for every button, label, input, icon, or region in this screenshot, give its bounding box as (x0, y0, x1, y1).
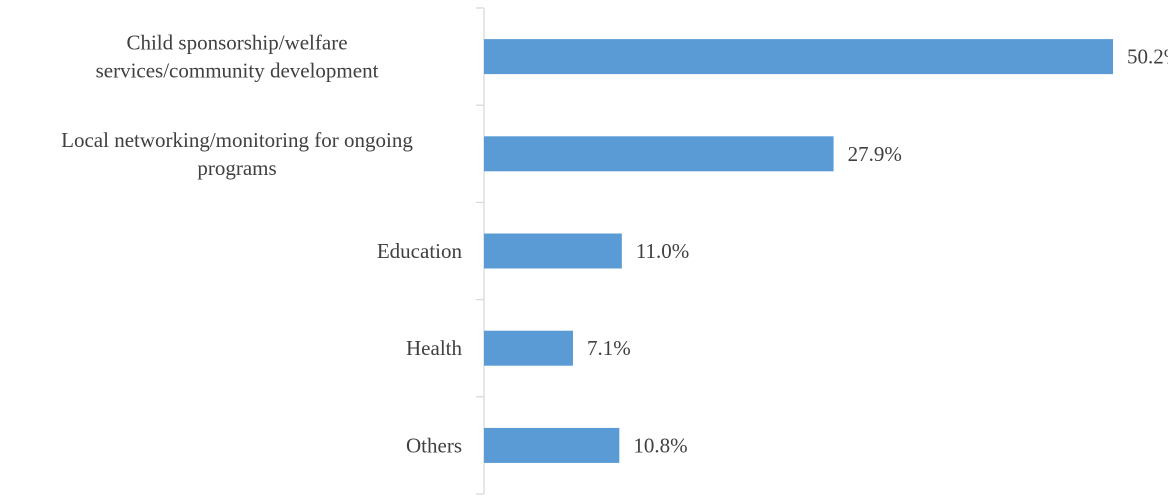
category-label: Local networking/monitoring for ongoing (61, 128, 413, 152)
data-label: 11.0% (636, 239, 689, 263)
data-label: 7.1% (587, 336, 631, 360)
category-label: Education (377, 239, 463, 263)
category-label: Health (406, 336, 462, 360)
category-label: programs (197, 156, 276, 180)
data-label: 27.9% (848, 142, 902, 166)
bar (484, 233, 622, 269)
data-label: 10.8% (633, 433, 687, 457)
category-label: services/community development (96, 59, 379, 83)
data-label: 50.2% (1127, 45, 1168, 69)
category-label: Child sponsorship/welfare (126, 31, 347, 55)
bar (484, 330, 573, 366)
bar (484, 39, 1114, 75)
category-label: Others (406, 433, 462, 457)
bar (484, 136, 834, 172)
bar (484, 427, 620, 463)
